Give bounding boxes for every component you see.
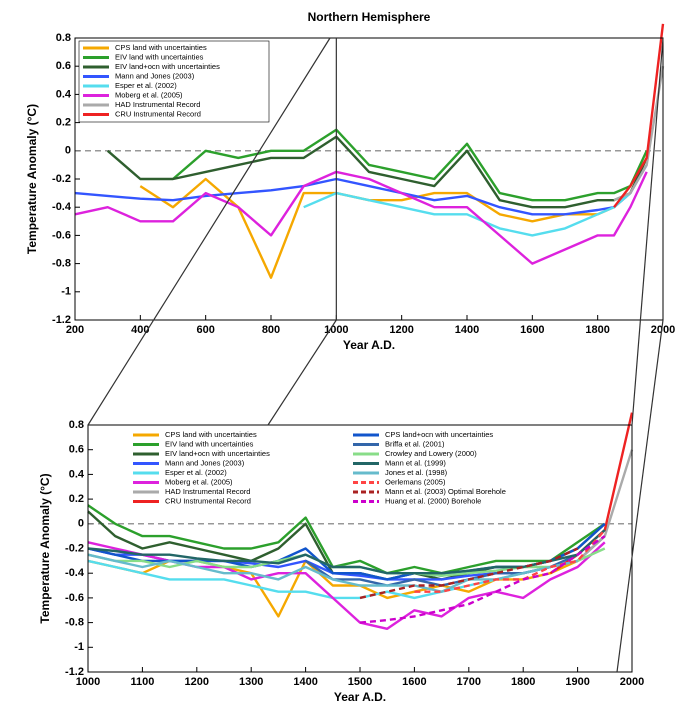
x-tick-label: 1100 xyxy=(130,676,154,688)
y-tick-label: -0.4 xyxy=(65,567,85,579)
y-tick-label: 0 xyxy=(78,518,84,530)
zoom-connector xyxy=(616,319,664,673)
y-tick-label: 0.8 xyxy=(56,32,71,44)
x-tick-label: 1800 xyxy=(585,324,609,336)
legend-label: Moberg et al. (2005) xyxy=(165,477,233,486)
legend-label: CRU Instrumental Record xyxy=(115,109,201,118)
x-tick-label: 1400 xyxy=(455,324,479,336)
legend-label: Mann et al. (2003) Optimal Borehole xyxy=(385,487,506,496)
series-line xyxy=(414,529,606,593)
plot-area xyxy=(88,425,632,672)
x-tick-label: 1700 xyxy=(457,676,481,688)
legend-label: Moberg et al. (2005) xyxy=(115,90,183,99)
series-line xyxy=(359,547,579,600)
legend-label: Jones et al. (1998) xyxy=(385,468,448,477)
legend-label: EIV land+ocn with uncertainties xyxy=(165,449,270,458)
legend-label: Mann and Jones (2003) xyxy=(115,71,195,80)
x-tick-label: 1300 xyxy=(239,676,263,688)
x-tick-label: 800 xyxy=(262,324,280,336)
x-tick-label: 2000 xyxy=(620,676,644,688)
y-tick-label: -0.6 xyxy=(52,229,71,241)
zoom-connector xyxy=(631,37,664,426)
legend-label: CPS land with uncertainties xyxy=(165,430,257,439)
y-tick-label: 0.4 xyxy=(56,88,72,100)
y-tick-label: 0.6 xyxy=(56,60,71,72)
series-line xyxy=(106,135,648,209)
series-line xyxy=(74,164,648,216)
legend-label: EIV land+ocn with uncertainties xyxy=(115,62,220,71)
y-axis-title: Temperature Anomaly (°C) xyxy=(25,104,39,254)
x-tick-label: 1200 xyxy=(389,324,413,336)
legend-label: Oerlemans (2005) xyxy=(385,477,446,486)
y-tick-label: 0 xyxy=(65,145,71,157)
x-tick-label: 1000 xyxy=(76,676,100,688)
x-tick-label: 2000 xyxy=(651,324,675,336)
x-tick-label: 1900 xyxy=(565,676,589,688)
legend-label: HAD Instrumental Record xyxy=(115,100,200,109)
y-tick-label: 0.8 xyxy=(69,419,84,431)
series-line xyxy=(74,170,648,265)
y-tick-label: 0.2 xyxy=(69,493,84,505)
y-tick-label: -1.2 xyxy=(65,666,84,678)
x-tick-label: 1600 xyxy=(520,324,544,336)
y-tick-label: 0.2 xyxy=(56,117,71,129)
plot-frame xyxy=(74,37,664,321)
x-tick-label: 1600 xyxy=(402,676,426,688)
series-line xyxy=(613,23,665,208)
y-tick-label: -0.2 xyxy=(65,542,84,554)
x-tick-label: 200 xyxy=(66,324,84,336)
x-tick-label: 1000 xyxy=(324,324,348,336)
series-line xyxy=(87,504,606,575)
y-tick-label: -0.8 xyxy=(52,258,71,270)
x-tick-label: 1800 xyxy=(511,676,535,688)
y-tick-label: -0.8 xyxy=(65,617,84,629)
legend-box xyxy=(78,40,270,123)
y-tick-label: -0.6 xyxy=(65,592,84,604)
x-tick-label: 1500 xyxy=(348,676,372,688)
x-tick-label: 600 xyxy=(196,324,214,336)
zoom-connector xyxy=(267,319,337,426)
legend-label: EIV land with uncertainties xyxy=(115,52,204,61)
legend-label: Mann and Jones (2003) xyxy=(165,458,245,467)
x-axis-title: Year A.D. xyxy=(334,690,386,704)
y-tick-label: 0.6 xyxy=(69,444,84,456)
x-axis-title: Year A.D. xyxy=(343,338,395,352)
y-tick-label: -1 xyxy=(74,641,84,653)
legend-label: Crowley and Lowery (2000) xyxy=(385,449,477,458)
series-line xyxy=(172,128,648,202)
y-tick-label: -0.4 xyxy=(52,201,72,213)
y-tick-label: -1 xyxy=(61,286,71,298)
series-line xyxy=(359,535,606,624)
y-tick-label: -0.2 xyxy=(52,173,71,185)
plot-frame xyxy=(87,424,633,673)
x-tick-label: 1200 xyxy=(185,676,209,688)
legend-label: HAD Instrumental Record xyxy=(165,487,250,496)
legend-label: CPS land with uncertainties xyxy=(115,43,207,52)
legend-label: Esper et al. (2002) xyxy=(165,468,227,477)
legend-label: CPS land+ocn with uncertainties xyxy=(385,430,493,439)
y-axis-title: Temperature Anomaly (°C) xyxy=(38,473,52,623)
y-tick-label: 0.4 xyxy=(69,468,85,480)
y-tick-label: -1.2 xyxy=(52,314,71,326)
legend-label: Mann et al. (1999) xyxy=(385,458,446,467)
legend-label: CRU Instrumental Record xyxy=(165,496,251,505)
legend-label: Briffa et al. (2001) xyxy=(385,439,445,448)
legend-label: Esper et al. (2002) xyxy=(115,81,177,90)
chart-title: Northern Hemisphere xyxy=(308,10,431,24)
legend-label: EIV land with uncertainties xyxy=(165,439,254,448)
x-tick-label: 1400 xyxy=(293,676,317,688)
legend-label: Huang et al. (2000) Borehole xyxy=(385,496,481,505)
zoom-connector xyxy=(87,37,331,426)
